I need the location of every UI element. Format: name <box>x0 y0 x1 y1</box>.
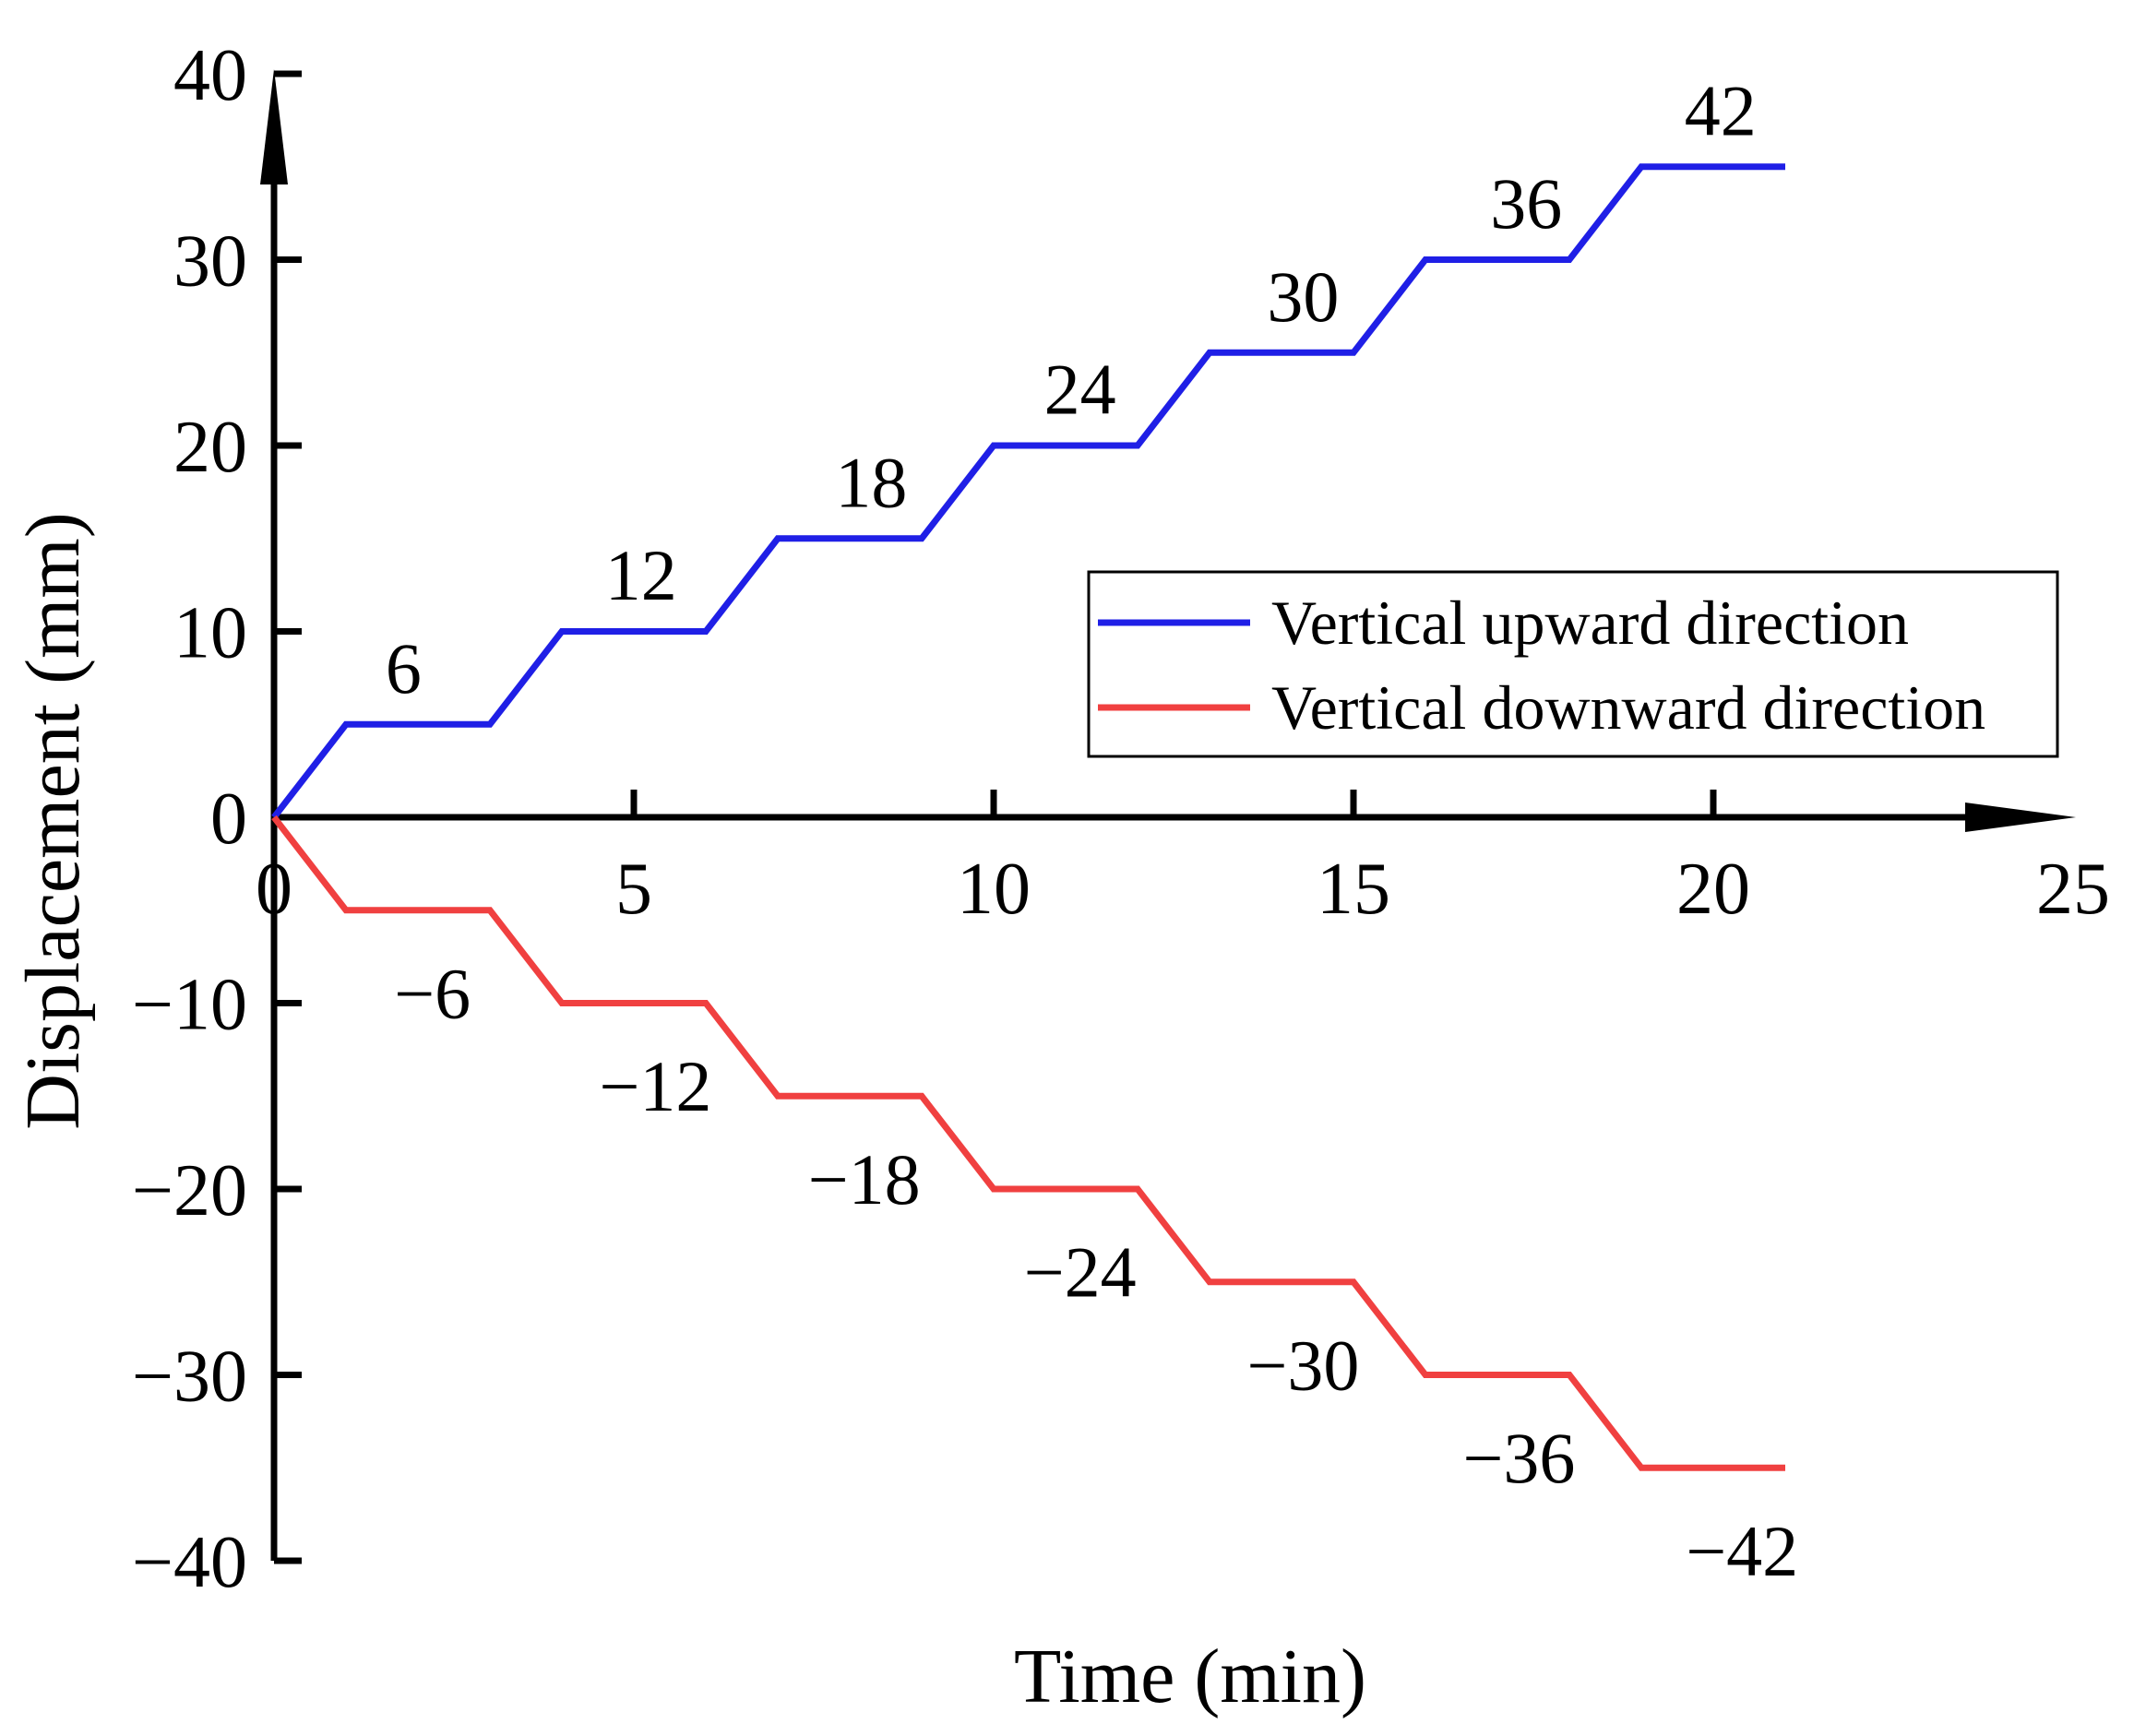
data-annotation: −42 <box>1686 1511 1798 1591</box>
y-tick-label: 20 <box>173 407 247 488</box>
data-annotation: 30 <box>1267 256 1339 337</box>
y-axis-title: Displacement (mm) <box>10 512 96 1129</box>
data-annotation: 42 <box>1685 70 1757 150</box>
x-axis-arrow <box>1965 803 2076 832</box>
y-tick-label: −10 <box>132 965 247 1046</box>
data-annotation: −36 <box>1462 1418 1575 1498</box>
series-line-downward <box>271 814 1785 1471</box>
data-annotation: 36 <box>1490 163 1562 244</box>
y-tick-label: 10 <box>173 593 247 674</box>
legend-box <box>1087 570 2059 758</box>
data-annotation: 24 <box>1044 350 1116 430</box>
x-tick-label: 25 <box>2036 849 2110 930</box>
x-tick-label: 5 <box>615 849 652 930</box>
data-annotation: 18 <box>835 442 907 522</box>
y-tick-label: −30 <box>132 1337 247 1418</box>
data-annotation: −18 <box>808 1139 921 1219</box>
data-annotation: −6 <box>394 953 471 1033</box>
data-annotation: 6 <box>386 628 422 708</box>
y-tick-label: 0 <box>210 779 247 860</box>
series-line-upward <box>271 163 1785 820</box>
axes <box>260 69 2076 1561</box>
x-tick-label: 15 <box>1317 849 1390 930</box>
annotation-layer: 6 12 18 24 30 36 42 −6 −12 −18 −24 −30 −36 −42 <box>386 70 1798 1591</box>
y-tick-label: 30 <box>173 221 247 303</box>
legend-label: Vertical downward direction <box>1271 672 1985 743</box>
data-annotation: −12 <box>599 1046 711 1126</box>
x-tick-label: 0 <box>256 849 292 930</box>
legend: Vertical upward direction Vertical downwa… <box>1087 570 2059 758</box>
y-tick-label: −40 <box>132 1522 247 1603</box>
data-annotation: −24 <box>1024 1232 1137 1313</box>
legend-label: Vertical upward direction <box>1271 588 1909 658</box>
x-axis-title: Time (min) <box>1014 1634 1366 1719</box>
y-tick-label: 40 <box>173 35 247 116</box>
y-tick-label: −20 <box>132 1150 247 1231</box>
data-annotation: −30 <box>1246 1325 1359 1405</box>
x-tick-label: 20 <box>1676 849 1750 930</box>
series-layer <box>271 163 1785 1471</box>
data-annotation: 12 <box>605 535 677 615</box>
y-axis-arrow <box>260 69 288 184</box>
x-tick-label: 10 <box>957 849 1031 930</box>
